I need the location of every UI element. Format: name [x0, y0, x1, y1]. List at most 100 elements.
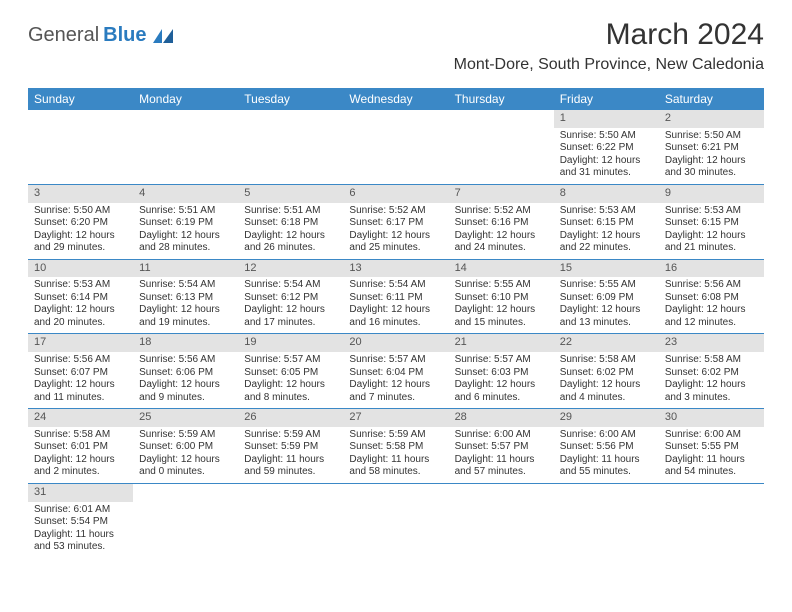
- day-number: 2: [659, 110, 764, 128]
- calendar-cell: 16Sunrise: 5:56 AMSunset: 6:08 PMDayligh…: [659, 259, 764, 334]
- day-body: Sunrise: 5:56 AMSunset: 6:06 PMDaylight:…: [133, 352, 238, 408]
- sunset-text: Sunset: 6:14 PM: [34, 292, 127, 305]
- daylight-text: Daylight: 11 hours and 53 minutes.: [34, 529, 127, 554]
- day-number: 18: [133, 334, 238, 352]
- day-number: 27: [343, 409, 448, 427]
- daylight-text: Daylight: 12 hours and 3 minutes.: [665, 379, 758, 404]
- calendar-cell: [238, 110, 343, 184]
- day-number: 6: [343, 185, 448, 203]
- sunset-text: Sunset: 6:18 PM: [244, 217, 337, 230]
- daylight-text: Daylight: 12 hours and 2 minutes.: [34, 454, 127, 479]
- sunrise-text: Sunrise: 6:01 AM: [34, 504, 127, 517]
- sunset-text: Sunset: 6:08 PM: [665, 292, 758, 305]
- sunrise-text: Sunrise: 5:53 AM: [34, 279, 127, 292]
- sunset-text: Sunset: 6:02 PM: [665, 367, 758, 380]
- day-body: Sunrise: 5:59 AMSunset: 5:59 PMDaylight:…: [238, 427, 343, 483]
- calendar-cell: [449, 483, 554, 557]
- day-body: Sunrise: 5:57 AMSunset: 6:03 PMDaylight:…: [449, 352, 554, 408]
- day-number: 13: [343, 260, 448, 278]
- weekday-header: Saturday: [659, 88, 764, 110]
- sunrise-text: Sunrise: 5:59 AM: [349, 429, 442, 442]
- sunset-text: Sunset: 6:15 PM: [560, 217, 653, 230]
- calendar-cell: [659, 483, 764, 557]
- day-body: Sunrise: 5:58 AMSunset: 6:01 PMDaylight:…: [28, 427, 133, 483]
- sunrise-text: Sunrise: 5:50 AM: [34, 205, 127, 218]
- sunrise-text: Sunrise: 5:50 AM: [665, 130, 758, 143]
- sunrise-text: Sunrise: 5:55 AM: [455, 279, 548, 292]
- daylight-text: Daylight: 12 hours and 29 minutes.: [34, 230, 127, 255]
- calendar-cell: [28, 110, 133, 184]
- daylight-text: Daylight: 11 hours and 55 minutes.: [560, 454, 653, 479]
- day-number: 9: [659, 185, 764, 203]
- sunrise-text: Sunrise: 5:53 AM: [560, 205, 653, 218]
- daylight-text: Daylight: 12 hours and 19 minutes.: [139, 304, 232, 329]
- day-body: Sunrise: 5:56 AMSunset: 6:07 PMDaylight:…: [28, 352, 133, 408]
- calendar-cell: 29Sunrise: 6:00 AMSunset: 5:56 PMDayligh…: [554, 409, 659, 484]
- calendar-cell: 15Sunrise: 5:55 AMSunset: 6:09 PMDayligh…: [554, 259, 659, 334]
- calendar-cell: 4Sunrise: 5:51 AMSunset: 6:19 PMDaylight…: [133, 184, 238, 259]
- daylight-text: Daylight: 12 hours and 12 minutes.: [665, 304, 758, 329]
- logo: GeneralBlue: [28, 24, 173, 47]
- sunset-text: Sunset: 6:12 PM: [244, 292, 337, 305]
- sunset-text: Sunset: 6:06 PM: [139, 367, 232, 380]
- day-number: 23: [659, 334, 764, 352]
- calendar-cell: 11Sunrise: 5:54 AMSunset: 6:13 PMDayligh…: [133, 259, 238, 334]
- sunrise-text: Sunrise: 5:57 AM: [244, 354, 337, 367]
- day-body: Sunrise: 5:51 AMSunset: 6:19 PMDaylight:…: [133, 203, 238, 259]
- daylight-text: Daylight: 11 hours and 54 minutes.: [665, 454, 758, 479]
- day-body: Sunrise: 5:58 AMSunset: 6:02 PMDaylight:…: [659, 352, 764, 408]
- daylight-text: Daylight: 12 hours and 7 minutes.: [349, 379, 442, 404]
- sunrise-text: Sunrise: 5:58 AM: [665, 354, 758, 367]
- calendar-cell: 10Sunrise: 5:53 AMSunset: 6:14 PMDayligh…: [28, 259, 133, 334]
- daylight-text: Daylight: 11 hours and 58 minutes.: [349, 454, 442, 479]
- day-number: 1: [554, 110, 659, 128]
- weekday-header: Wednesday: [343, 88, 448, 110]
- day-number: 11: [133, 260, 238, 278]
- day-body: Sunrise: 5:50 AMSunset: 6:22 PMDaylight:…: [554, 128, 659, 184]
- day-body: Sunrise: 5:54 AMSunset: 6:12 PMDaylight:…: [238, 277, 343, 333]
- sunset-text: Sunset: 6:09 PM: [560, 292, 653, 305]
- calendar-cell: 30Sunrise: 6:00 AMSunset: 5:55 PMDayligh…: [659, 409, 764, 484]
- day-number: 22: [554, 334, 659, 352]
- calendar-cell: 23Sunrise: 5:58 AMSunset: 6:02 PMDayligh…: [659, 334, 764, 409]
- sunrise-text: Sunrise: 5:59 AM: [139, 429, 232, 442]
- location: Mont-Dore, South Province, New Caledonia: [454, 56, 764, 74]
- sunset-text: Sunset: 5:58 PM: [349, 441, 442, 454]
- calendar-cell: 3Sunrise: 5:50 AMSunset: 6:20 PMDaylight…: [28, 184, 133, 259]
- day-body: Sunrise: 6:01 AMSunset: 5:54 PMDaylight:…: [28, 502, 133, 558]
- day-body: Sunrise: 5:55 AMSunset: 6:10 PMDaylight:…: [449, 277, 554, 333]
- day-number: 14: [449, 260, 554, 278]
- day-number: 31: [28, 484, 133, 502]
- calendar-cell: 24Sunrise: 5:58 AMSunset: 6:01 PMDayligh…: [28, 409, 133, 484]
- sunrise-text: Sunrise: 5:51 AM: [139, 205, 232, 218]
- calendar-cell: 21Sunrise: 5:57 AMSunset: 6:03 PMDayligh…: [449, 334, 554, 409]
- calendar-cell: [238, 483, 343, 557]
- weekday-header: Monday: [133, 88, 238, 110]
- sunset-text: Sunset: 5:54 PM: [34, 516, 127, 529]
- day-number: 28: [449, 409, 554, 427]
- calendar-cell: 6Sunrise: 5:52 AMSunset: 6:17 PMDaylight…: [343, 184, 448, 259]
- sunset-text: Sunset: 6:15 PM: [665, 217, 758, 230]
- daylight-text: Daylight: 12 hours and 8 minutes.: [244, 379, 337, 404]
- day-body: Sunrise: 5:53 AMSunset: 6:15 PMDaylight:…: [659, 203, 764, 259]
- calendar-cell: [343, 483, 448, 557]
- sunset-text: Sunset: 6:04 PM: [349, 367, 442, 380]
- title-block: March 2024 Mont-Dore, South Province, Ne…: [454, 18, 764, 74]
- sunset-text: Sunset: 6:11 PM: [349, 292, 442, 305]
- day-number: 12: [238, 260, 343, 278]
- sunset-text: Sunset: 6:19 PM: [139, 217, 232, 230]
- calendar-cell: [554, 483, 659, 557]
- day-number: 26: [238, 409, 343, 427]
- daylight-text: Daylight: 12 hours and 13 minutes.: [560, 304, 653, 329]
- weekday-header: Sunday: [28, 88, 133, 110]
- daylight-text: Daylight: 12 hours and 0 minutes.: [139, 454, 232, 479]
- daylight-text: Daylight: 12 hours and 16 minutes.: [349, 304, 442, 329]
- calendar-cell: 31Sunrise: 6:01 AMSunset: 5:54 PMDayligh…: [28, 483, 133, 557]
- day-body: Sunrise: 6:00 AMSunset: 5:55 PMDaylight:…: [659, 427, 764, 483]
- sunrise-text: Sunrise: 6:00 AM: [560, 429, 653, 442]
- calendar-cell: 18Sunrise: 5:56 AMSunset: 6:06 PMDayligh…: [133, 334, 238, 409]
- day-body: Sunrise: 5:59 AMSunset: 6:00 PMDaylight:…: [133, 427, 238, 483]
- day-body: Sunrise: 5:52 AMSunset: 6:16 PMDaylight:…: [449, 203, 554, 259]
- calendar-cell: [343, 110, 448, 184]
- daylight-text: Daylight: 12 hours and 24 minutes.: [455, 230, 548, 255]
